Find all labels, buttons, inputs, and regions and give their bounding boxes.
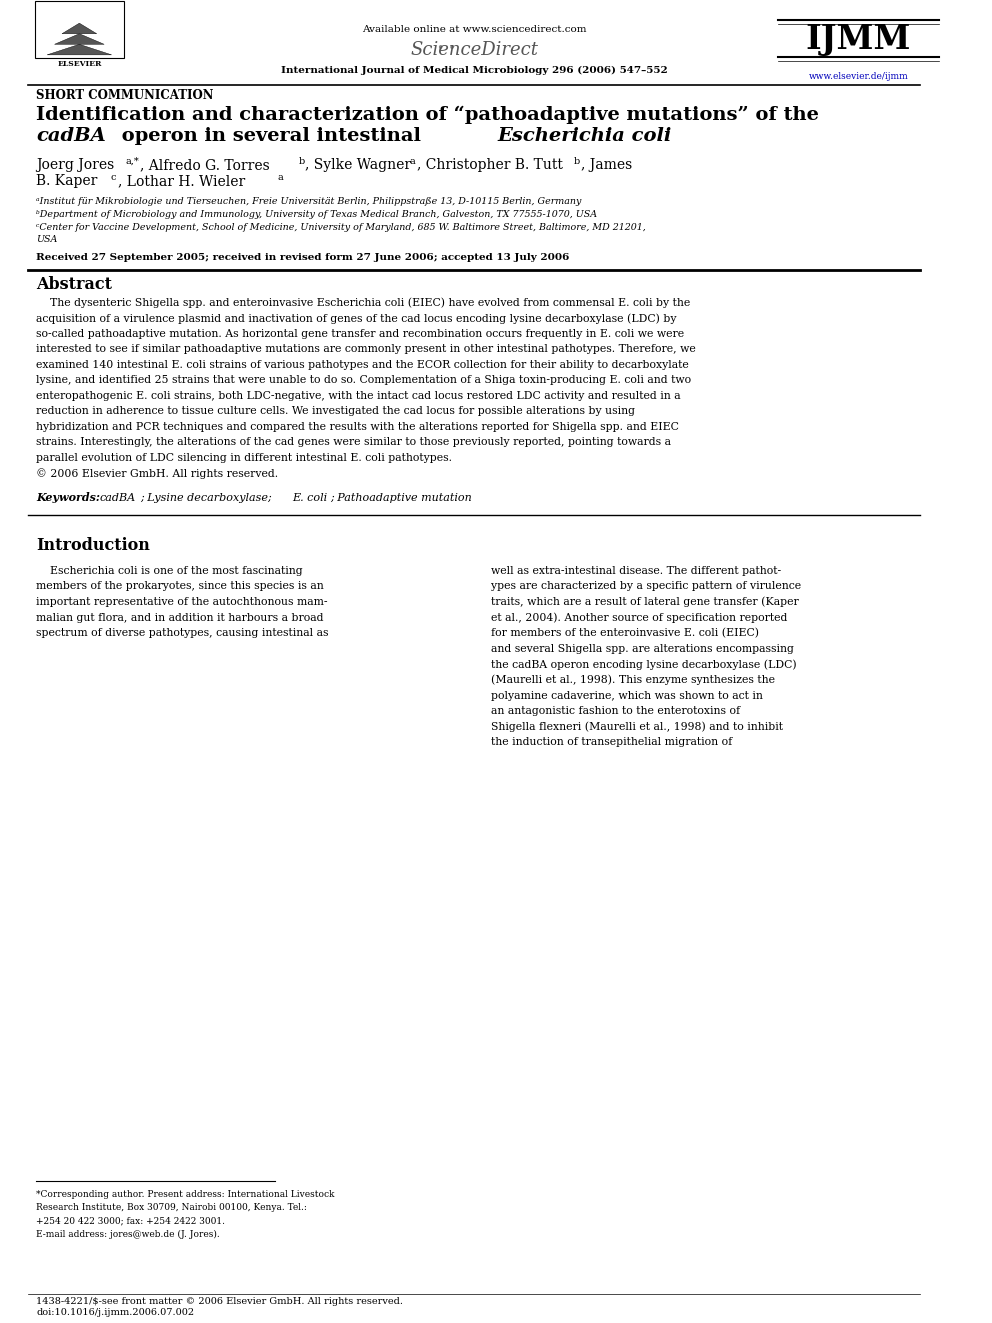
Text: (Maurelli et al., 1998). This enzyme synthesizes the: (Maurelli et al., 1998). This enzyme syn… [491, 675, 776, 685]
Text: 1438-4221/$-see front matter © 2006 Elsevier GmbH. All rights reserved.: 1438-4221/$-see front matter © 2006 Else… [36, 1298, 403, 1306]
Text: Shigella flexneri (Maurelli et al., 1998) and to inhibit: Shigella flexneri (Maurelli et al., 1998… [491, 721, 784, 732]
Text: , Sylke Wagner: , Sylke Wagner [306, 159, 412, 172]
Text: E-mail address: jores@web.de (J. Jores).: E-mail address: jores@web.de (J. Jores). [36, 1230, 220, 1238]
Text: interested to see if similar pathoadaptive mutations are commonly present in oth: interested to see if similar pathoadapti… [36, 344, 695, 355]
Text: Joerg Jores: Joerg Jores [36, 159, 114, 172]
Text: , Lothar H. Wieler: , Lothar H. Wieler [118, 175, 245, 188]
Text: • •: • • [436, 42, 455, 56]
Text: a,*: a,* [125, 157, 139, 165]
Text: Keywords:: Keywords: [36, 492, 104, 504]
Text: b: b [299, 157, 306, 165]
Text: a: a [278, 173, 284, 181]
Text: E. coli: E. coli [293, 493, 327, 503]
Text: malian gut flora, and in addition it harbours a broad: malian gut flora, and in addition it har… [36, 613, 323, 623]
Text: ᵇDepartment of Microbiology and Immunology, University of Texas Medical Branch, : ᵇDepartment of Microbiology and Immunolo… [36, 210, 597, 218]
Text: so-called pathoadaptive mutation. As horizontal gene transfer and recombination : so-called pathoadaptive mutation. As hor… [36, 329, 684, 339]
Text: ; Lysine decarboxylase;: ; Lysine decarboxylase; [141, 493, 276, 503]
Text: lysine, and identified 25 strains that were unable to do so. Complementation of : lysine, and identified 25 strains that w… [36, 376, 691, 385]
Text: Available online at www.sciencedirect.com: Available online at www.sciencedirect.co… [362, 25, 586, 33]
Polygon shape [62, 24, 97, 33]
Text: ypes are characterized by a specific pattern of virulence: ypes are characterized by a specific pat… [491, 581, 802, 591]
Text: examined 140 intestinal E. coli strains of various pathotypes and the ECOR colle: examined 140 intestinal E. coli strains … [36, 360, 688, 370]
Text: *Corresponding author. Present address: International Livestock: *Corresponding author. Present address: … [36, 1191, 334, 1199]
Text: ᵃInstitut für Mikrobiologie und Tierseuchen, Freie Universität Berlin, Philippst: ᵃInstitut für Mikrobiologie und Tierseuc… [36, 197, 581, 205]
Text: c: c [110, 173, 115, 181]
Text: important representative of the autochthonous mam-: important representative of the autochth… [36, 597, 327, 607]
Text: operon in several intestinal: operon in several intestinal [115, 127, 428, 146]
Text: © 2006 Elsevier GmbH. All rights reserved.: © 2006 Elsevier GmbH. All rights reserve… [36, 468, 278, 479]
Polygon shape [55, 33, 104, 44]
Text: the induction of transepithelial migration of: the induction of transepithelial migrati… [491, 737, 733, 747]
Text: B. Kaper: B. Kaper [36, 175, 97, 188]
Text: well as extra-intestinal disease. The different pathot-: well as extra-intestinal disease. The di… [491, 566, 782, 576]
Text: , Alfredo G. Torres: , Alfredo G. Torres [141, 159, 270, 172]
Text: cadBA: cadBA [36, 127, 106, 146]
Text: an antagonistic fashion to the enterotoxins of: an antagonistic fashion to the enterotox… [491, 706, 741, 716]
Text: IJMM: IJMM [806, 24, 912, 56]
Text: USA: USA [36, 235, 58, 243]
Text: Escherichia coli is one of the most fascinating: Escherichia coli is one of the most fasc… [36, 566, 303, 576]
Text: spectrum of diverse pathotypes, causing intestinal as: spectrum of diverse pathotypes, causing … [36, 628, 328, 638]
Text: Received 27 September 2005; received in revised form 27 June 2006; accepted 13 J: Received 27 September 2005; received in … [36, 254, 569, 262]
Text: ; Pathoadaptive mutation: ; Pathoadaptive mutation [330, 493, 472, 503]
Text: Abstract: Abstract [36, 277, 112, 292]
Text: Research Institute, Box 30709, Nairobi 00100, Kenya. Tel.:: Research Institute, Box 30709, Nairobi 0… [36, 1204, 307, 1212]
Text: members of the prokaryotes, since this species is an: members of the prokaryotes, since this s… [36, 581, 323, 591]
Text: , James: , James [580, 159, 632, 172]
Text: www.elsevier.de/ijmm: www.elsevier.de/ijmm [808, 73, 909, 81]
Text: and several Shigella spp. are alterations encompassing: and several Shigella spp. are alteration… [491, 644, 795, 654]
Text: the cadBA operon encoding lysine decarboxylase (LDC): the cadBA operon encoding lysine decarbo… [491, 659, 797, 669]
Text: International Journal of Medical Microbiology 296 (2006) 547–552: International Journal of Medical Microbi… [281, 66, 668, 74]
Text: parallel evolution of LDC silencing in different intestinal E. coli pathotypes.: parallel evolution of LDC silencing in d… [36, 452, 452, 463]
Text: et al., 2004). Another source of specification reported: et al., 2004). Another source of specifi… [491, 613, 788, 623]
Text: hybridization and PCR techniques and compared the results with the alterations r: hybridization and PCR techniques and com… [36, 422, 679, 431]
Text: ScienceDirect: ScienceDirect [411, 41, 539, 60]
Text: a: a [410, 157, 416, 165]
Polygon shape [48, 44, 111, 54]
Text: reduction in adherence to tissue culture cells. We investigated the cad locus fo: reduction in adherence to tissue culture… [36, 406, 635, 417]
Bar [35, 1, 124, 58]
Text: for members of the enteroinvasive E. coli (EIEC): for members of the enteroinvasive E. col… [491, 628, 760, 638]
Text: Introduction: Introduction [36, 537, 150, 554]
Text: Escherichia coli: Escherichia coli [497, 127, 672, 146]
Text: polyamine cadaverine, which was shown to act in: polyamine cadaverine, which was shown to… [491, 691, 763, 701]
Text: acquisition of a virulence plasmid and inactivation of genes of the cad locus en: acquisition of a virulence plasmid and i… [36, 314, 677, 324]
Text: enteropathogenic E. coli strains, both LDC-negative, with the intact cad locus r: enteropathogenic E. coli strains, both L… [36, 390, 681, 401]
Text: , Christopher B. Tutt: , Christopher B. Tutt [418, 159, 563, 172]
Text: b: b [574, 157, 580, 165]
Text: doi:10.1016/j.ijmm.2006.07.002: doi:10.1016/j.ijmm.2006.07.002 [36, 1308, 194, 1316]
Text: ELSEVIER: ELSEVIER [58, 60, 101, 67]
Text: The dysenteric Shigella spp. and enteroinvasive Escherichia coli (EIEC) have evo: The dysenteric Shigella spp. and enteroi… [36, 298, 690, 308]
Text: ᶜCenter for Vaccine Development, School of Medicine, University of Maryland, 685: ᶜCenter for Vaccine Development, School … [36, 224, 646, 232]
Text: Identification and characterization of “pathoadaptive mutations” of the: Identification and characterization of “… [36, 106, 819, 124]
Text: cadBA: cadBA [99, 493, 136, 503]
Text: SHORT COMMUNICATION: SHORT COMMUNICATION [36, 89, 213, 102]
Text: traits, which are a result of lateral gene transfer (Kaper: traits, which are a result of lateral ge… [491, 597, 800, 607]
Text: strains. Interestingly, the alterations of the cad genes were similar to those p: strains. Interestingly, the alterations … [36, 438, 671, 447]
Text: +254 20 422 3000; fax: +254 2422 3001.: +254 20 422 3000; fax: +254 2422 3001. [36, 1217, 225, 1225]
